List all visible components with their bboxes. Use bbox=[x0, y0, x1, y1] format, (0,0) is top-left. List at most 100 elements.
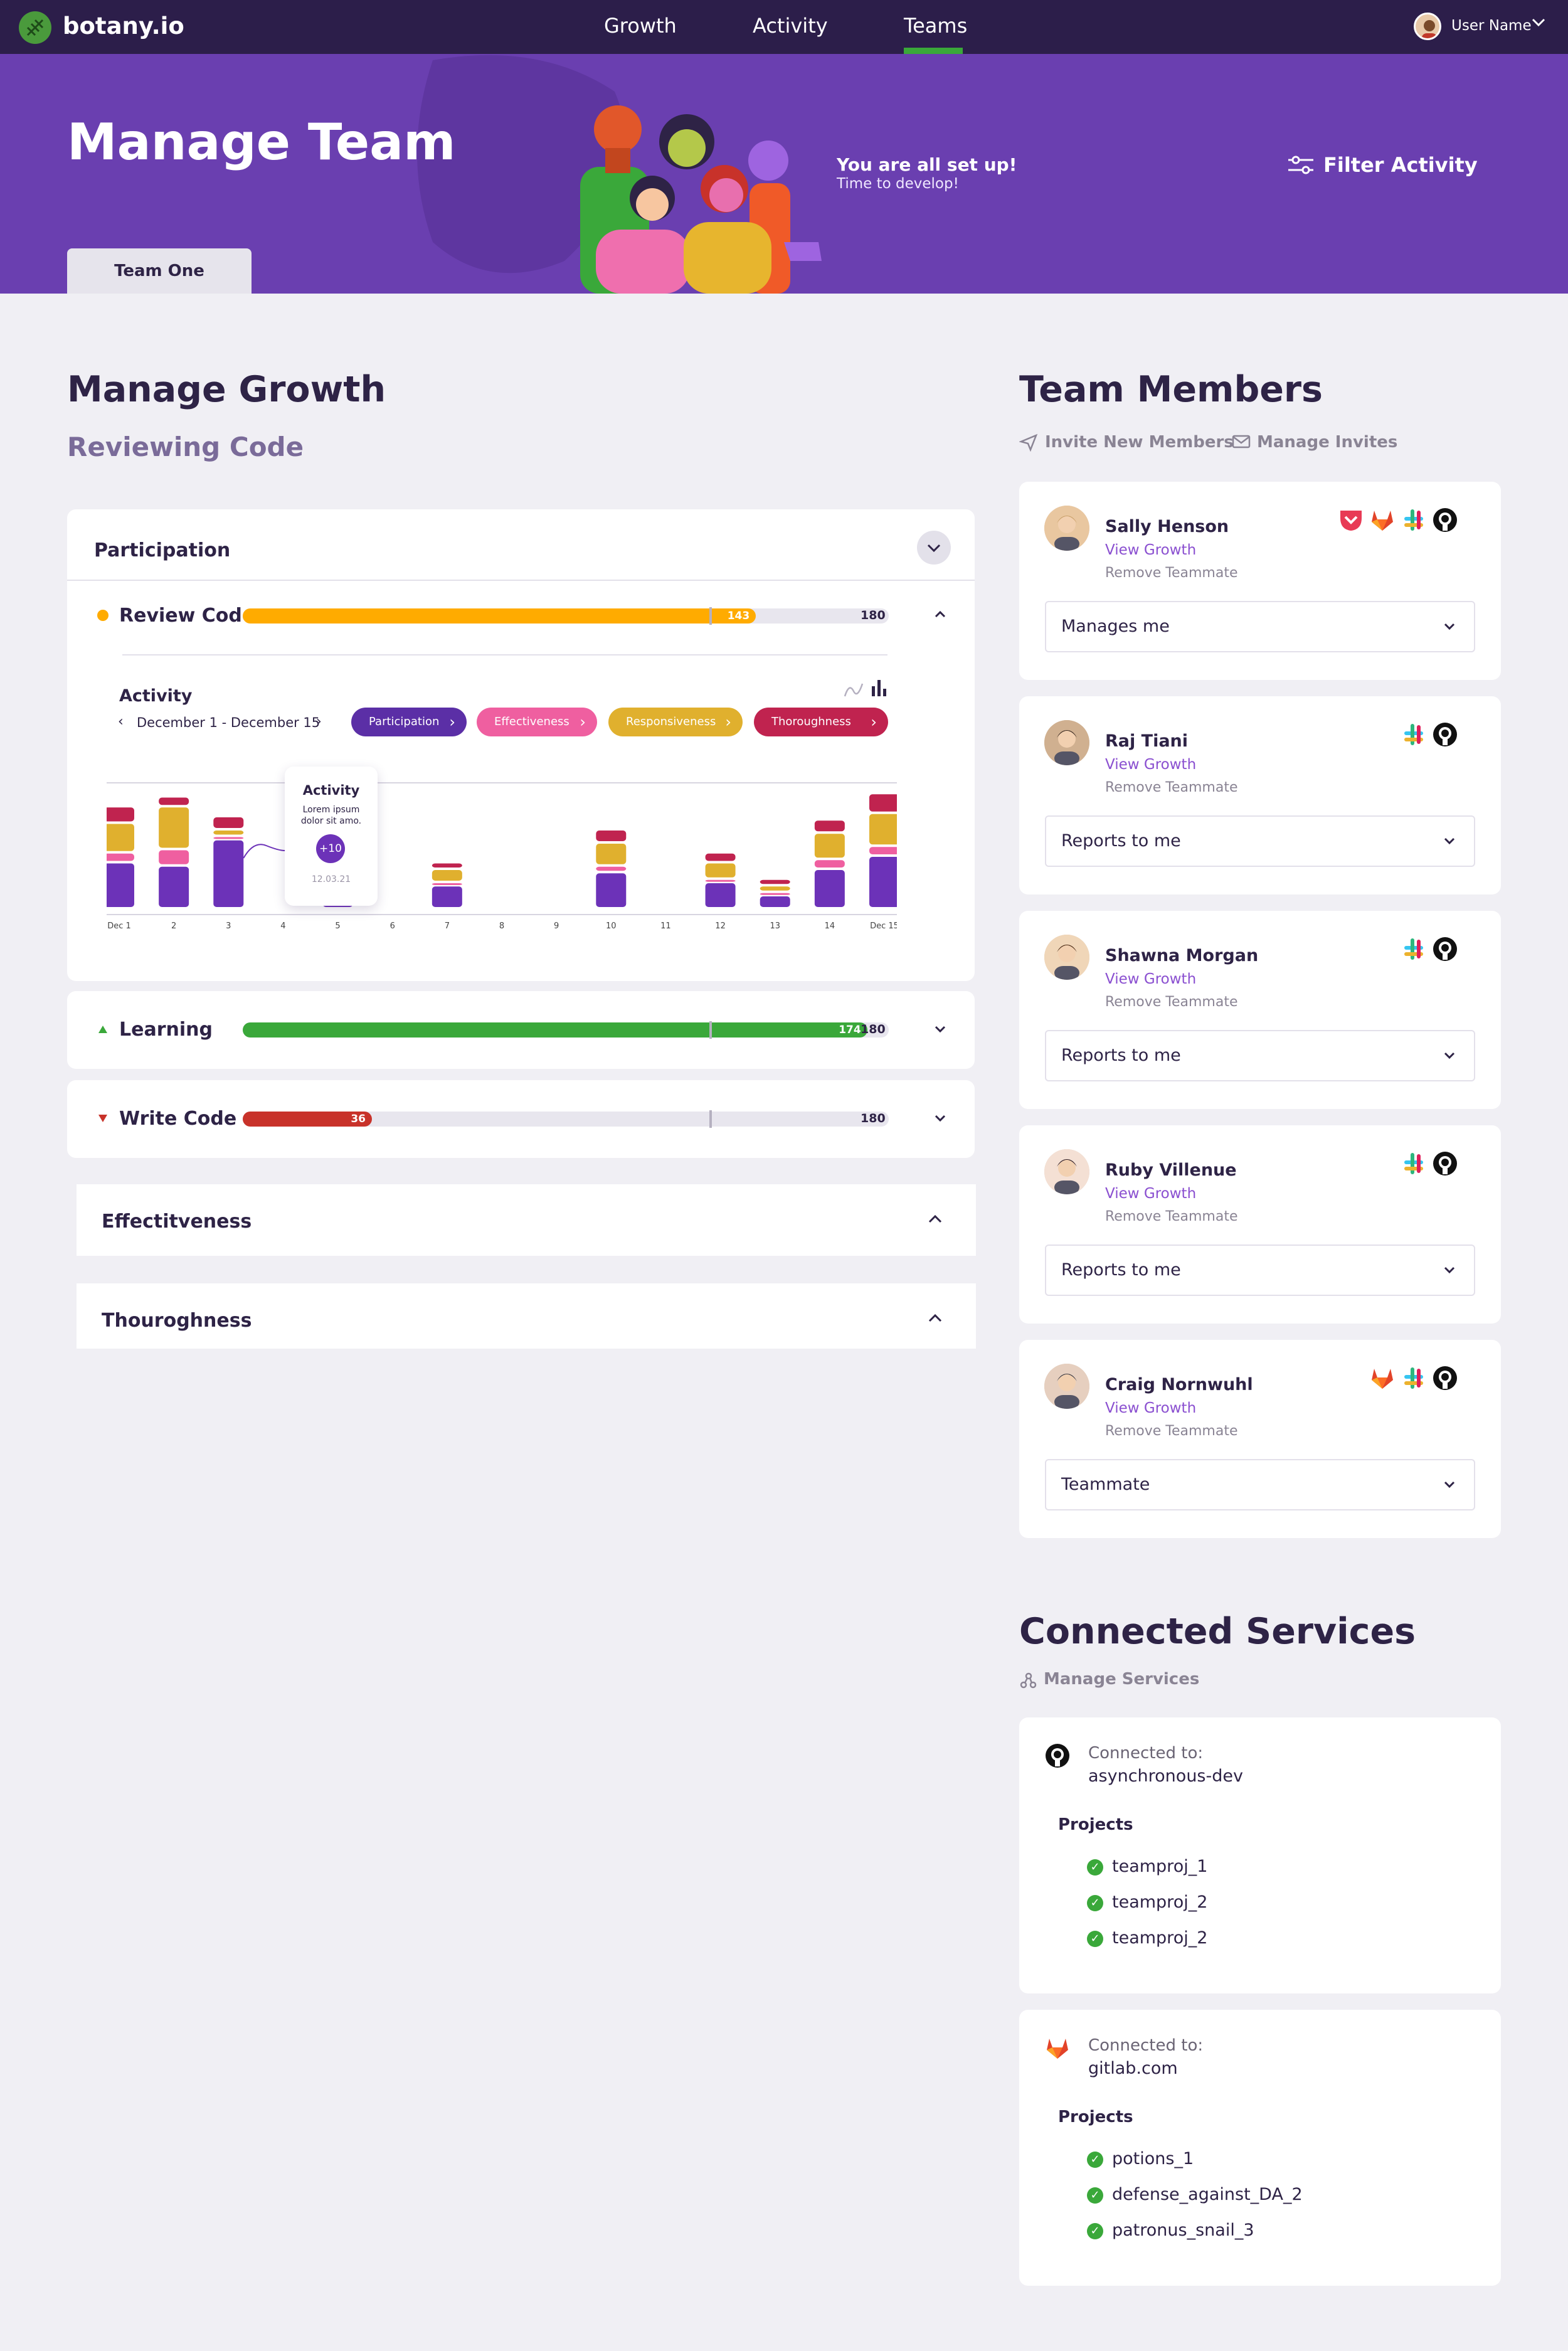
bar-segment-participation[interactable] bbox=[107, 863, 134, 908]
project-name[interactable]: potions_1 bbox=[1112, 2149, 1194, 2168]
invite-members-link[interactable]: Invite New Members bbox=[1045, 433, 1234, 452]
slack-icon[interactable] bbox=[1401, 936, 1427, 965]
remove-teammate-link[interactable]: Remove Teammate bbox=[1105, 565, 1238, 581]
manage-invites-link[interactable]: Manage Invites bbox=[1257, 433, 1398, 452]
bar-segment-responsiveness[interactable] bbox=[705, 863, 736, 878]
nav-link-activity[interactable]: Activity bbox=[753, 14, 828, 38]
github-icon[interactable] bbox=[1432, 936, 1458, 965]
bar-segment-effectiveness[interactable] bbox=[869, 847, 897, 854]
project-name[interactable]: defense_against_DA_2 bbox=[1112, 2185, 1303, 2204]
bar-segment-effectiveness[interactable] bbox=[213, 837, 244, 839]
chip-thoroughness[interactable]: Thoroughness › bbox=[754, 708, 888, 736]
avatar[interactable] bbox=[1044, 506, 1089, 551]
manage-services-link[interactable]: Manage Services bbox=[1044, 1670, 1200, 1689]
bar-chart-icon[interactable] bbox=[871, 677, 888, 700]
github-icon[interactable] bbox=[1432, 507, 1458, 536]
avatar[interactable] bbox=[1044, 720, 1089, 765]
slack-icon[interactable] bbox=[1401, 721, 1427, 750]
member-name[interactable]: Shawna Morgan bbox=[1105, 946, 1259, 965]
avatar[interactable] bbox=[1044, 1149, 1089, 1194]
bar-segment-responsiveness[interactable] bbox=[869, 814, 897, 845]
bar-segment-thoroughness[interactable] bbox=[869, 794, 897, 812]
bar-segment-thoroughness[interactable] bbox=[213, 817, 244, 828]
bar-segment-thoroughness[interactable] bbox=[159, 797, 189, 805]
bar-segment-effectiveness[interactable] bbox=[814, 860, 845, 868]
avatar[interactable] bbox=[1044, 935, 1089, 980]
bar-segment-effectiveness[interactable] bbox=[159, 850, 189, 864]
view-growth-link[interactable]: View Growth bbox=[1105, 542, 1197, 558]
chevron-down-icon[interactable] bbox=[932, 1021, 948, 1040]
nav-link-teams[interactable]: Teams bbox=[904, 14, 968, 38]
bar-segment-thoroughness[interactable] bbox=[107, 807, 134, 822]
thoroughness-section[interactable] bbox=[77, 1283, 976, 1349]
next-range-icon[interactable]: › bbox=[316, 714, 322, 730]
bar-segment-participation[interactable] bbox=[159, 866, 189, 907]
remove-teammate-link[interactable]: Remove Teammate bbox=[1105, 994, 1238, 1010]
bar-segment-responsiveness[interactable] bbox=[596, 844, 627, 864]
bar-segment-effectiveness[interactable] bbox=[107, 853, 134, 861]
bar-segment-effectiveness[interactable] bbox=[705, 879, 736, 882]
tab-team-one[interactable]: Team One bbox=[67, 248, 252, 294]
chevron-up-icon[interactable] bbox=[926, 1308, 945, 1330]
github-icon[interactable] bbox=[1432, 1365, 1458, 1394]
member-name[interactable]: Ruby Villenue bbox=[1105, 1160, 1237, 1180]
bar-segment-responsiveness[interactable] bbox=[107, 824, 134, 851]
bar-segment-participation[interactable] bbox=[760, 896, 790, 907]
filter-sliders-icon[interactable] bbox=[1287, 154, 1315, 178]
project-name[interactable]: teamproj_1 bbox=[1112, 1857, 1208, 1876]
chip-effectiveness[interactable]: Effectiveness › bbox=[477, 708, 597, 736]
bar-segment-participation[interactable] bbox=[705, 883, 736, 907]
gitlab-icon[interactable] bbox=[1369, 507, 1396, 536]
view-growth-link[interactable]: View Growth bbox=[1105, 971, 1197, 987]
bar-segment-participation[interactable] bbox=[869, 857, 897, 907]
view-growth-link[interactable]: View Growth bbox=[1105, 1186, 1197, 1202]
slack-icon[interactable] bbox=[1401, 507, 1427, 536]
brand-name[interactable]: botany.io bbox=[63, 13, 184, 40]
remove-teammate-link[interactable]: Remove Teammate bbox=[1105, 1209, 1238, 1224]
remove-teammate-link[interactable]: Remove Teammate bbox=[1105, 1423, 1238, 1439]
prev-range-icon[interactable]: ‹ bbox=[118, 714, 124, 730]
nav-link-growth[interactable]: Growth bbox=[604, 14, 677, 38]
chip-responsiveness[interactable]: Responsiveness › bbox=[608, 708, 743, 736]
botany-logo-icon[interactable] bbox=[19, 11, 51, 44]
collapse-participation-button[interactable] bbox=[917, 531, 951, 565]
bar-segment-responsiveness[interactable] bbox=[432, 870, 462, 881]
bar-segment-thoroughness[interactable] bbox=[760, 879, 790, 884]
user-name[interactable]: User Name bbox=[1451, 18, 1532, 34]
bar-segment-participation[interactable] bbox=[596, 873, 627, 907]
github-icon[interactable] bbox=[1432, 1150, 1458, 1179]
remove-teammate-link[interactable]: Remove Teammate bbox=[1105, 780, 1238, 795]
gitlab-icon[interactable] bbox=[1369, 1365, 1396, 1394]
chevron-up-icon[interactable] bbox=[932, 606, 948, 627]
member-name[interactable]: Craig Nornwuhl bbox=[1105, 1375, 1253, 1394]
bar-segment-responsiveness[interactable] bbox=[213, 831, 244, 835]
bar-segment-effectiveness[interactable] bbox=[760, 893, 790, 895]
bar-segment-participation[interactable] bbox=[814, 870, 845, 907]
relationship-select[interactable]: Reports to me bbox=[1045, 815, 1475, 867]
filter-activity-button[interactable]: Filter Activity bbox=[1323, 153, 1478, 177]
view-growth-link[interactable]: View Growth bbox=[1105, 1400, 1197, 1416]
bar-segment-participation[interactable] bbox=[432, 886, 462, 907]
relationship-select[interactable]: Reports to me bbox=[1045, 1244, 1475, 1296]
bar-segment-responsiveness[interactable] bbox=[760, 886, 790, 891]
member-name[interactable]: Sally Henson bbox=[1105, 517, 1229, 536]
relationship-select[interactable]: Manages me bbox=[1045, 601, 1475, 652]
project-name[interactable]: teamproj_2 bbox=[1112, 1928, 1208, 1948]
line-chart-icon[interactable] bbox=[844, 680, 865, 701]
bar-segment-effectiveness[interactable] bbox=[432, 883, 462, 885]
chevron-down-icon[interactable] bbox=[932, 1110, 948, 1129]
member-name[interactable]: Raj Tiani bbox=[1105, 731, 1189, 751]
project-name[interactable]: teamproj_2 bbox=[1112, 1892, 1208, 1912]
bar-segment-participation[interactable] bbox=[213, 840, 244, 907]
view-growth-link[interactable]: View Growth bbox=[1105, 756, 1197, 773]
bar-segment-thoroughness[interactable] bbox=[705, 853, 736, 861]
slack-icon[interactable] bbox=[1401, 1150, 1427, 1179]
bar-segment-thoroughness[interactable] bbox=[432, 863, 462, 868]
github-icon[interactable] bbox=[1432, 721, 1458, 750]
user-avatar[interactable] bbox=[1414, 13, 1441, 40]
avatar[interactable] bbox=[1044, 1364, 1089, 1409]
bar-segment-effectiveness[interactable] bbox=[596, 866, 627, 871]
relationship-select[interactable]: Reports to me bbox=[1045, 1030, 1475, 1081]
slack-icon[interactable] bbox=[1401, 1365, 1427, 1394]
bar-segment-thoroughness[interactable] bbox=[814, 820, 845, 832]
